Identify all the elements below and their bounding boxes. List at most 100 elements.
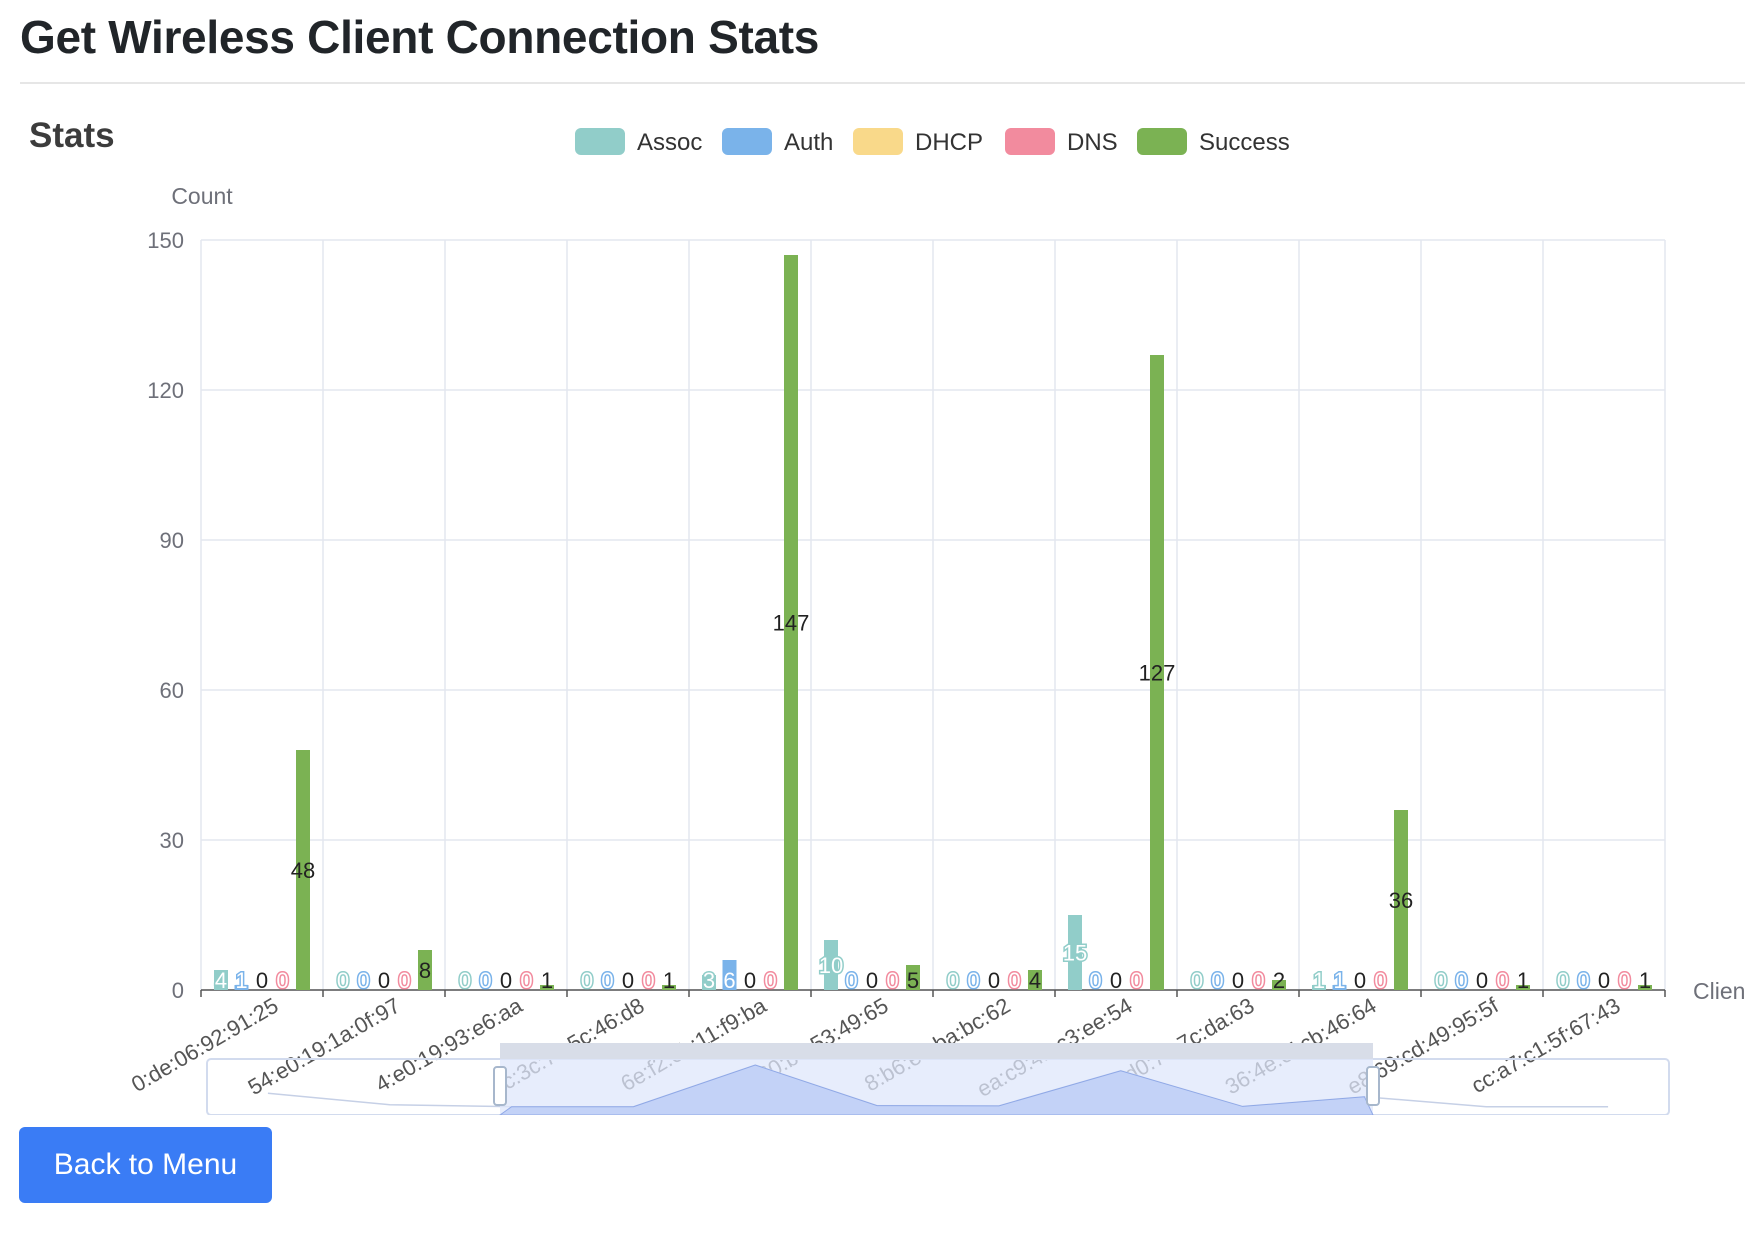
bar-value-label: 4 <box>1029 968 1041 993</box>
bar-value-label: 1 <box>1313 968 1325 993</box>
y-tick-label: 0 <box>172 978 184 1003</box>
bar-success <box>906 965 920 990</box>
bar-value-label: 10 <box>819 953 843 978</box>
bar-success <box>1394 810 1408 990</box>
page-title: Get Wireless Client Connection Stats <box>20 11 820 63</box>
bar-value-label: 0 <box>276 968 288 993</box>
bar-success <box>540 985 554 990</box>
bar-value-label: 0 <box>642 968 654 993</box>
bar-value-label: 0 <box>947 968 959 993</box>
chart-title: Stats <box>29 116 115 155</box>
bar-value-label: 8 <box>419 958 431 983</box>
bar-success <box>784 255 798 990</box>
bar-value-label: 0 <box>1130 968 1142 993</box>
bar-assoc <box>214 970 228 990</box>
bar-value-label: 0 <box>398 968 410 993</box>
bar-value-label: 127 <box>1139 661 1176 686</box>
bar-assoc <box>702 975 716 990</box>
title-divider <box>20 82 1745 84</box>
bar-value-label: 1 <box>1517 968 1529 993</box>
bar-value-label: 0 <box>337 968 349 993</box>
bar-value-label: 0 <box>459 968 471 993</box>
legend-swatch-success <box>1137 128 1187 155</box>
bar-success <box>1272 980 1286 990</box>
bar-value-label: 48 <box>291 858 315 883</box>
bar-success <box>1638 985 1652 990</box>
bar-value-label: 1 <box>663 968 675 993</box>
bar-value-label: 0 <box>1435 968 1447 993</box>
bar-value-label: 0 <box>1598 968 1610 993</box>
bar-value-label: 0 <box>1476 968 1488 993</box>
bar-auth <box>234 985 249 990</box>
legend-label-dhcp: DHCP <box>915 129 983 156</box>
legend-label-dns: DNS <box>1067 129 1118 156</box>
bar-success <box>1028 970 1042 990</box>
y-tick-label: 120 <box>147 378 184 403</box>
bar-value-label: 0 <box>622 968 634 993</box>
bar-value-label: 0 <box>866 968 878 993</box>
bar-success <box>418 950 432 990</box>
bar-value-label: 3 <box>703 968 715 993</box>
bar-success <box>1150 355 1164 990</box>
bar-value-label: 0 <box>1089 968 1101 993</box>
bar-value-label: 0 <box>1455 968 1467 993</box>
bar-value-label: 0 <box>1557 968 1569 993</box>
bar-value-label: 0 <box>988 968 1000 993</box>
y-tick-label: 90 <box>160 528 184 553</box>
legend-label-auth: Auth <box>784 129 833 156</box>
bar-value-label: 0 <box>1232 968 1244 993</box>
bar-value-label: 1 <box>1333 968 1345 993</box>
y-tick-label: 30 <box>160 828 184 853</box>
datazoom-right-handle[interactable] <box>1366 1066 1380 1106</box>
legend-swatch-auth <box>722 128 772 155</box>
bar-value-label: 0 <box>601 968 613 993</box>
legend-swatch-dhcp <box>853 128 903 155</box>
legend-swatch-assoc <box>575 128 625 155</box>
bar-value-label: 0 <box>744 968 756 993</box>
bar-auth <box>722 960 737 990</box>
bar-value-label: 2 <box>1273 968 1285 993</box>
bar-assoc <box>1068 915 1082 990</box>
bar-value-label: 0 <box>1191 968 1203 993</box>
bar-value-label: 4 <box>215 968 227 993</box>
legend-swatch-dns <box>1005 128 1055 155</box>
bar-value-label: 0 <box>1374 968 1386 993</box>
y-tick-label: 60 <box>160 678 184 703</box>
bar-assoc <box>824 940 838 990</box>
bar-success <box>662 985 676 990</box>
bar-value-label: 1 <box>235 968 247 993</box>
bar-value-label: 5 <box>907 968 919 993</box>
bar-value-label: 0 <box>520 968 532 993</box>
bar-assoc <box>1312 985 1326 990</box>
bar-value-label: 0 <box>967 968 979 993</box>
bar-success <box>296 750 310 990</box>
bar-auth <box>1332 985 1347 990</box>
bar-value-label: 0 <box>1496 968 1508 993</box>
bar-value-label: 0 <box>378 968 390 993</box>
bar-value-label: 0 <box>1577 968 1589 993</box>
bar-success <box>1516 985 1530 990</box>
bar-value-label: 0 <box>764 968 776 993</box>
bar-value-label: 6 <box>723 968 735 993</box>
bar-value-label: 0 <box>1618 968 1630 993</box>
datazoom-move-bar <box>500 1043 1373 1059</box>
bar-value-label: 1 <box>541 968 553 993</box>
y-tick-label: 150 <box>147 228 184 253</box>
stats-chart: Stats Assoc Auth DHCP DNS SuccessCount0306090… <box>29 116 1745 1115</box>
bar-value-label: 0 <box>500 968 512 993</box>
bar-value-label: 0 <box>1211 968 1223 993</box>
bar-value-label: 0 <box>581 968 593 993</box>
bar-value-label: 0 <box>1008 968 1020 993</box>
bar-value-label: 0 <box>1110 968 1122 993</box>
legend-label-assoc: Assoc <box>637 129 702 156</box>
x-axis-title: Clien <box>1693 978 1745 1004</box>
bar-value-label: 0 <box>1252 968 1264 993</box>
datazoom-left-handle[interactable] <box>493 1066 507 1106</box>
back-to-menu-button[interactable]: Back to Menu <box>19 1127 272 1203</box>
bar-value-label: 0 <box>886 968 898 993</box>
bar-value-label: 36 <box>1389 888 1413 913</box>
bar-value-label: 0 <box>845 968 857 993</box>
bar-value-label: 0 <box>357 968 369 993</box>
legend-label-success: Success <box>1199 129 1290 156</box>
bar-value-label: 1 <box>1639 968 1651 993</box>
